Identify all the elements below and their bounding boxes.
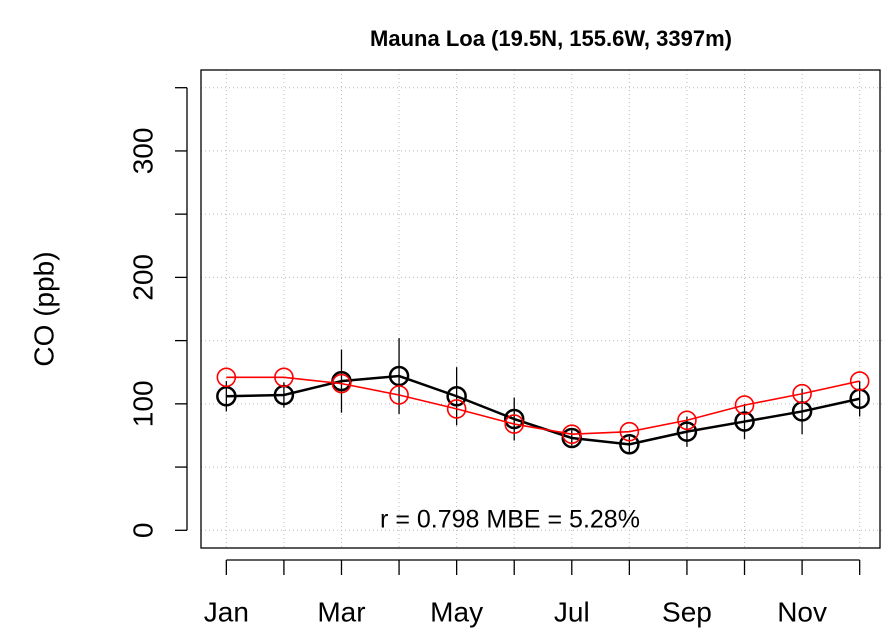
point [331, 373, 352, 394]
x-tick-label: Sep [662, 596, 712, 627]
y-tick-label: 100 [127, 380, 158, 427]
point [849, 371, 870, 391]
point [561, 424, 582, 444]
point [503, 408, 525, 430]
point [446, 386, 467, 407]
point [792, 383, 812, 404]
x-tick-label: Nov [777, 596, 827, 627]
annotation: r = 0.798 MBE = 5.28% [380, 506, 640, 534]
point [274, 367, 294, 388]
point [216, 367, 237, 388]
y-tick-label: 300 [127, 128, 158, 175]
x-tick-label: Jan [204, 596, 249, 627]
y-axis-label: CO (ppb) [28, 251, 59, 366]
point [677, 410, 697, 431]
point [734, 395, 755, 415]
point [446, 399, 467, 419]
point [216, 386, 237, 407]
point [676, 421, 698, 442]
series-line [226, 374, 860, 446]
point [504, 414, 525, 434]
point [734, 411, 755, 432]
y-tick-label: 0 [127, 523, 158, 539]
point [388, 365, 410, 387]
point [619, 434, 640, 455]
chart-title: Mauna Loa (19.5N, 155.6W, 3397m) [370, 26, 732, 51]
plot-box [200, 69, 881, 549]
x-tick-label: May [430, 596, 483, 627]
y-tick-label: 200 [127, 254, 158, 301]
x-tick-label: Mar [317, 596, 365, 627]
point [619, 421, 640, 442]
x-tick-label: Jul [554, 596, 590, 627]
point [389, 385, 409, 405]
